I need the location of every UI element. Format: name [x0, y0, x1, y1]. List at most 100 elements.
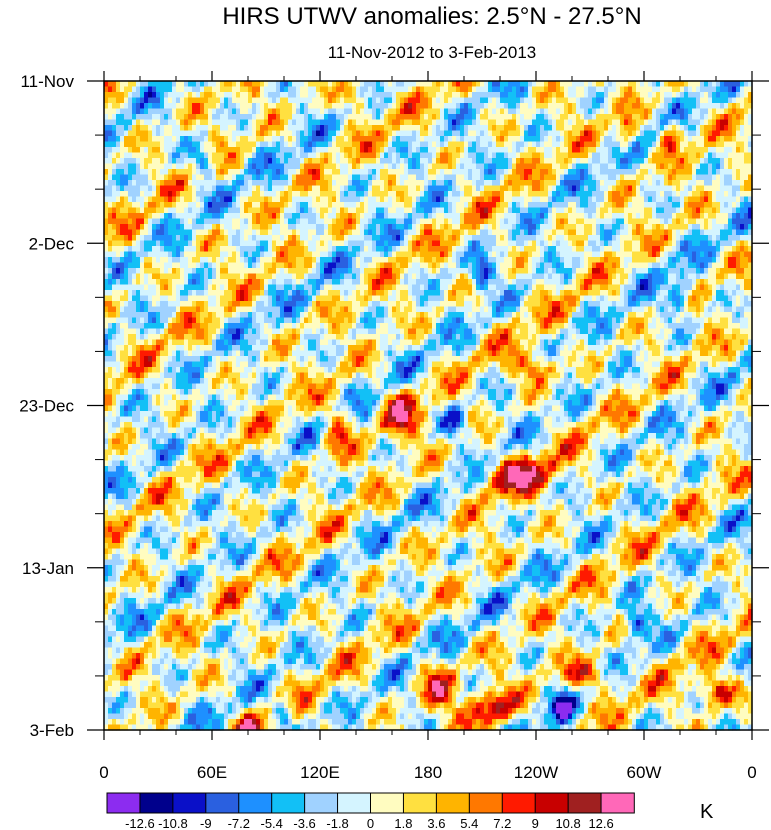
heat-cell — [216, 202, 221, 209]
heat-cell — [500, 141, 505, 148]
heat-cell — [736, 141, 741, 148]
heat-cell — [380, 224, 385, 231]
heat-cell — [116, 158, 121, 165]
heat-cell — [160, 240, 165, 247]
heat-cell — [444, 97, 449, 104]
heat-cell — [644, 81, 649, 88]
heat-cell — [588, 169, 593, 176]
heat-cell — [732, 218, 737, 225]
heat-cell — [384, 114, 389, 121]
heat-cell — [408, 213, 413, 220]
heat-cell — [164, 235, 169, 242]
heat-cell — [296, 136, 301, 143]
heat-cell — [676, 141, 681, 148]
heat-cell — [368, 130, 373, 137]
heat-cell — [616, 103, 621, 110]
heat-cell — [620, 196, 625, 203]
heat-cell — [528, 108, 533, 115]
heat-cell — [304, 191, 309, 198]
heat-cell — [116, 163, 121, 170]
heat-cell — [580, 97, 585, 104]
heat-cell — [572, 202, 577, 209]
heat-cell — [552, 141, 557, 148]
heat-cell — [624, 92, 629, 99]
heat-cell — [500, 185, 505, 192]
heat-cell — [340, 103, 345, 110]
heat-cell — [216, 207, 221, 214]
heat-cell — [504, 141, 509, 148]
heat-cell — [604, 130, 609, 137]
heat-cell — [736, 224, 741, 231]
heat-cell — [360, 119, 365, 126]
heat-cell — [620, 158, 625, 165]
heat-cell — [532, 114, 537, 121]
heat-cell — [452, 119, 457, 126]
heat-cell — [668, 158, 673, 165]
heat-cell — [304, 108, 309, 115]
heat-cell — [104, 92, 109, 99]
heat-cell — [464, 240, 469, 247]
heat-cell — [732, 141, 737, 148]
heat-cell — [728, 180, 733, 187]
heat-cell — [580, 191, 585, 198]
heat-cell — [416, 141, 421, 148]
heat-cell — [460, 185, 465, 192]
heat-cell — [208, 224, 213, 231]
heat-cell — [136, 97, 141, 104]
heat-cell — [496, 224, 501, 231]
heat-cell — [552, 125, 557, 132]
heat-cell — [580, 103, 585, 110]
heat-cell — [112, 81, 117, 88]
heat-cell — [496, 81, 501, 88]
heat-cell — [300, 163, 305, 170]
heat-cell — [124, 86, 129, 93]
heat-cell — [396, 224, 401, 231]
heat-cell — [244, 92, 249, 99]
heat-cell — [596, 191, 601, 198]
heat-cell — [120, 229, 125, 236]
heat-cell — [212, 97, 217, 104]
heat-cell — [380, 240, 385, 247]
heat-cell — [548, 218, 553, 225]
heat-cell — [648, 119, 653, 126]
heat-cell — [556, 108, 561, 115]
heat-cell — [344, 136, 349, 143]
heat-cell — [456, 147, 461, 154]
heat-cell — [588, 114, 593, 121]
heat-cell — [360, 97, 365, 104]
heat-cell — [184, 158, 189, 165]
heat-cell — [108, 136, 113, 143]
heat-cell — [416, 108, 421, 115]
heat-cell — [352, 202, 357, 209]
heat-cell — [656, 97, 661, 104]
heat-cell — [476, 229, 481, 236]
heat-cell — [532, 92, 537, 99]
heat-cell — [744, 86, 749, 93]
heat-cell — [244, 213, 249, 220]
heat-cell — [696, 130, 701, 137]
heat-cell — [284, 92, 289, 99]
heat-cell — [604, 92, 609, 99]
heat-cell — [712, 119, 717, 126]
heat-cell — [376, 246, 381, 253]
heat-cell — [144, 174, 149, 181]
heat-cell — [212, 108, 217, 115]
heat-cell — [176, 224, 181, 231]
heat-cell — [732, 147, 737, 154]
heat-cell — [392, 152, 397, 159]
heat-cell — [540, 191, 545, 198]
heat-cell — [536, 229, 541, 236]
heat-cell — [300, 108, 305, 115]
heat-cell — [324, 191, 329, 198]
heat-cell — [388, 196, 393, 203]
heat-cell — [408, 158, 413, 165]
heat-cell — [340, 108, 345, 115]
heat-cell — [448, 81, 453, 88]
heat-cell — [524, 158, 529, 165]
heat-cell — [544, 125, 549, 132]
heat-cell — [540, 207, 545, 214]
heat-cell — [444, 152, 449, 159]
heat-cell — [304, 235, 309, 242]
heat-cell — [356, 224, 361, 231]
